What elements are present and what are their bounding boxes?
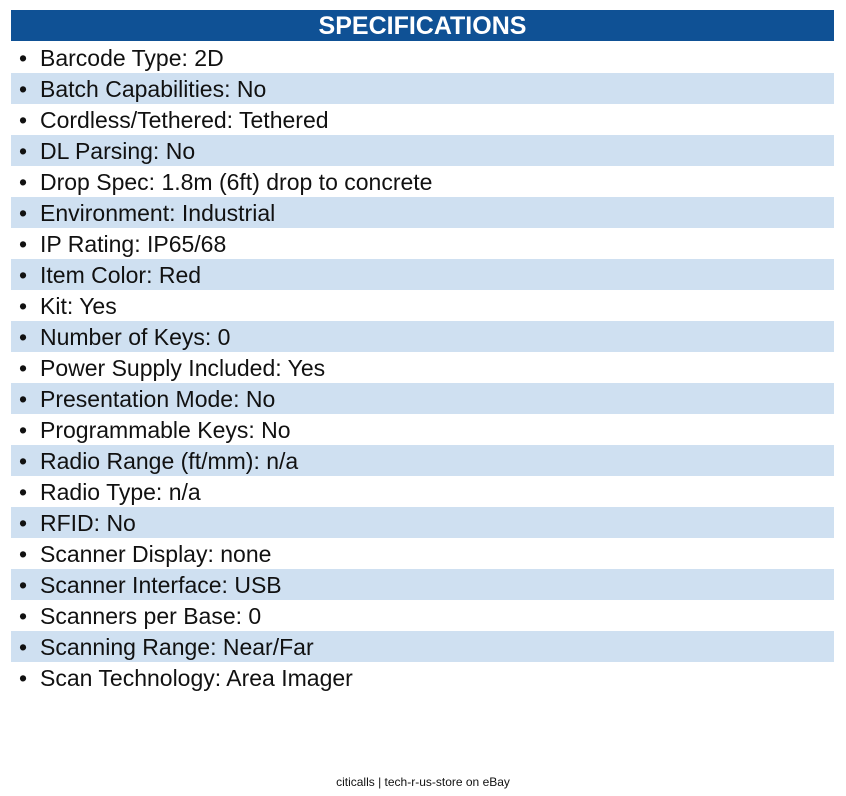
spec-item: Environment: Industrial: [11, 197, 834, 229]
header-title: SPECIFICATIONS: [11, 10, 834, 41]
spec-item: Scan Technology: Area Imager: [11, 662, 834, 694]
spec-item: Cordless/Tethered: Tethered: [11, 104, 834, 136]
spec-item: Scanners per Base: 0: [11, 600, 834, 632]
footer: citicalls | tech-r-us-store on eBay: [336, 775, 510, 789]
spec-item: Radio Range (ft/mm): n/a: [11, 445, 834, 477]
spec-item: Power Supply Included: Yes: [11, 352, 834, 384]
spec-item: Programmable Keys: No: [11, 414, 834, 446]
spec-item: Scanner Display: none: [11, 538, 834, 570]
spec-item: Drop Spec: 1.8m (6ft) drop to concrete: [11, 166, 834, 198]
spec-item: Scanning Range: Near/Far: [11, 631, 834, 663]
spec-item: Scanner Interface: USB: [11, 569, 834, 601]
spec-item: Kit: Yes: [11, 290, 834, 322]
spec-item: Item Color: Red: [11, 259, 834, 291]
spec-item: Batch Capabilities: No: [11, 73, 834, 105]
spec-item: Presentation Mode: No: [11, 383, 834, 415]
spec-list: Barcode Type: 2DBatch Capabilities: NoCo…: [11, 42, 834, 694]
spec-item: Barcode Type: 2D: [11, 42, 834, 74]
spec-item: Radio Type: n/a: [11, 476, 834, 508]
spec-item: Number of Keys: 0: [11, 321, 834, 353]
spec-item: RFID: No: [11, 507, 834, 539]
spec-item: IP Rating: IP65/68: [11, 228, 834, 260]
spec-item: DL Parsing: No: [11, 135, 834, 167]
